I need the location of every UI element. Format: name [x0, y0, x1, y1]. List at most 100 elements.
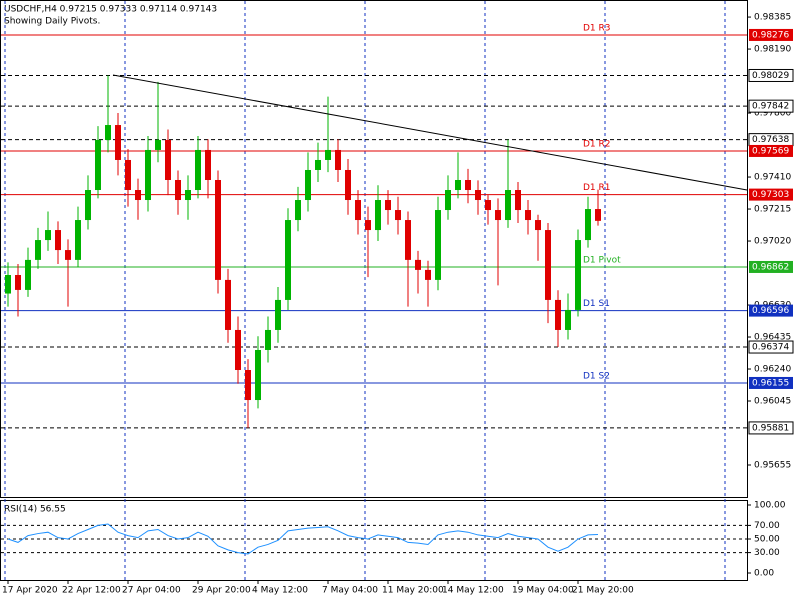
candle-body [375, 200, 381, 231]
x-tick-label: 27 Apr 04:00 [122, 586, 181, 596]
candle-body [585, 209, 591, 241]
rsi-panel [0, 500, 748, 581]
candle-body [95, 139, 101, 191]
candle-body [155, 139, 161, 150]
y-tick-label: 0.98190 [754, 45, 791, 55]
candle-body [225, 279, 231, 330]
y-tick-label: 0.00 [754, 569, 774, 579]
pivot-label: D1 S1 [583, 299, 610, 309]
candle-body [545, 230, 551, 300]
candle-body [535, 220, 541, 231]
candle-body [345, 169, 351, 201]
level-tag [748, 421, 794, 435]
candle-body [515, 190, 521, 211]
candle-body [425, 269, 431, 280]
candle-body [165, 139, 171, 180]
candle-body [595, 209, 601, 221]
candle-body [335, 149, 341, 170]
candle-body [55, 230, 61, 251]
pivot-label: D1 Pivot [583, 255, 621, 265]
level-value: 0.95881 [752, 423, 789, 433]
candle-body [25, 259, 31, 290]
x-tick-label: 21 May 20:00 [572, 586, 634, 596]
candle-body [465, 179, 471, 191]
candle-body [175, 179, 181, 201]
pivot-label: D1 R2 [583, 139, 611, 149]
y-tick-label: 100.00 [754, 501, 786, 511]
level-value: 0.97638 [752, 135, 789, 145]
x-tick-label: 17 Apr 2020 [2, 586, 58, 596]
level-tag [748, 340, 794, 354]
candle-body [85, 190, 91, 221]
x-tick-label: 19 May 04:00 [512, 586, 574, 596]
candle-body [135, 190, 141, 201]
x-tick-label: 7 May 04:00 [322, 586, 378, 596]
candle-body [45, 230, 51, 241]
candle-body [275, 299, 281, 330]
pivot-label: D1 R3 [583, 23, 611, 33]
trendline [112, 74, 748, 191]
candle-body [325, 149, 331, 160]
x-tick-label: 29 Apr 20:00 [192, 586, 251, 596]
rsi-title: RSI(14) 56.55 [4, 505, 66, 515]
y-tick-label: 0.97410 [754, 173, 791, 183]
candle-body [385, 200, 391, 211]
candle-body [255, 349, 261, 401]
pivot-tag [749, 260, 793, 273]
candle-body [525, 210, 531, 221]
y-tick-label: 30.00 [754, 548, 780, 558]
candle-body [495, 210, 501, 221]
pivot-tag [749, 376, 793, 389]
candle-body [145, 149, 151, 201]
candle-body [395, 210, 401, 221]
pivot-value: 0.96596 [752, 306, 789, 316]
y-tick-label: 0.97020 [754, 237, 791, 247]
candle-body [295, 200, 301, 221]
candle-body [5, 274, 11, 294]
candle-body [415, 259, 421, 270]
candle-body [105, 125, 111, 140]
pivot-tag [749, 28, 793, 41]
rsi-line [7, 523, 599, 555]
y-tick-label: 0.96240 [754, 365, 791, 375]
candle-body [455, 179, 461, 191]
level-value: 0.98029 [752, 71, 789, 81]
chart-title: USDCHF,H4 0.97215 0.97333 0.97114 0.9714… [4, 5, 217, 15]
candle-body [115, 125, 121, 160]
candle-body [245, 370, 251, 401]
level-value: 0.97842 [752, 102, 789, 112]
candle-body [575, 240, 581, 310]
candle-body [125, 159, 131, 191]
chart-subtitle: Showing Daily Pivots. [4, 17, 100, 27]
candle-body [555, 299, 561, 330]
candle-body [65, 250, 71, 260]
candle-body [265, 329, 271, 350]
candle-body [185, 190, 191, 201]
x-tick-label: 11 May 20:00 [382, 586, 444, 596]
pivot-value: 0.96155 [752, 378, 789, 388]
y-tick-label: 0.96435 [754, 333, 791, 343]
candle-body [505, 190, 511, 221]
level-value: 0.96374 [752, 343, 789, 353]
y-tick-label: 0.97800 [754, 109, 791, 119]
y-tick-label: 70.00 [754, 521, 780, 531]
x-tick-label: 14 May 12:00 [442, 586, 504, 596]
candle-body [195, 149, 201, 191]
level-tag [748, 99, 794, 113]
pivot-value: 0.97303 [752, 190, 789, 200]
candle-body [435, 210, 441, 280]
candle-body [75, 220, 81, 260]
main-panel [0, 0, 748, 498]
pivot-label: D1 R1 [583, 183, 611, 193]
pivot-tag [749, 188, 793, 201]
candle-body [235, 329, 241, 371]
candle-body [305, 169, 311, 201]
candle-body [475, 190, 481, 201]
candle-body [365, 220, 371, 231]
candle-body [485, 200, 491, 211]
candle-body [215, 179, 221, 280]
candle-body [315, 159, 321, 170]
